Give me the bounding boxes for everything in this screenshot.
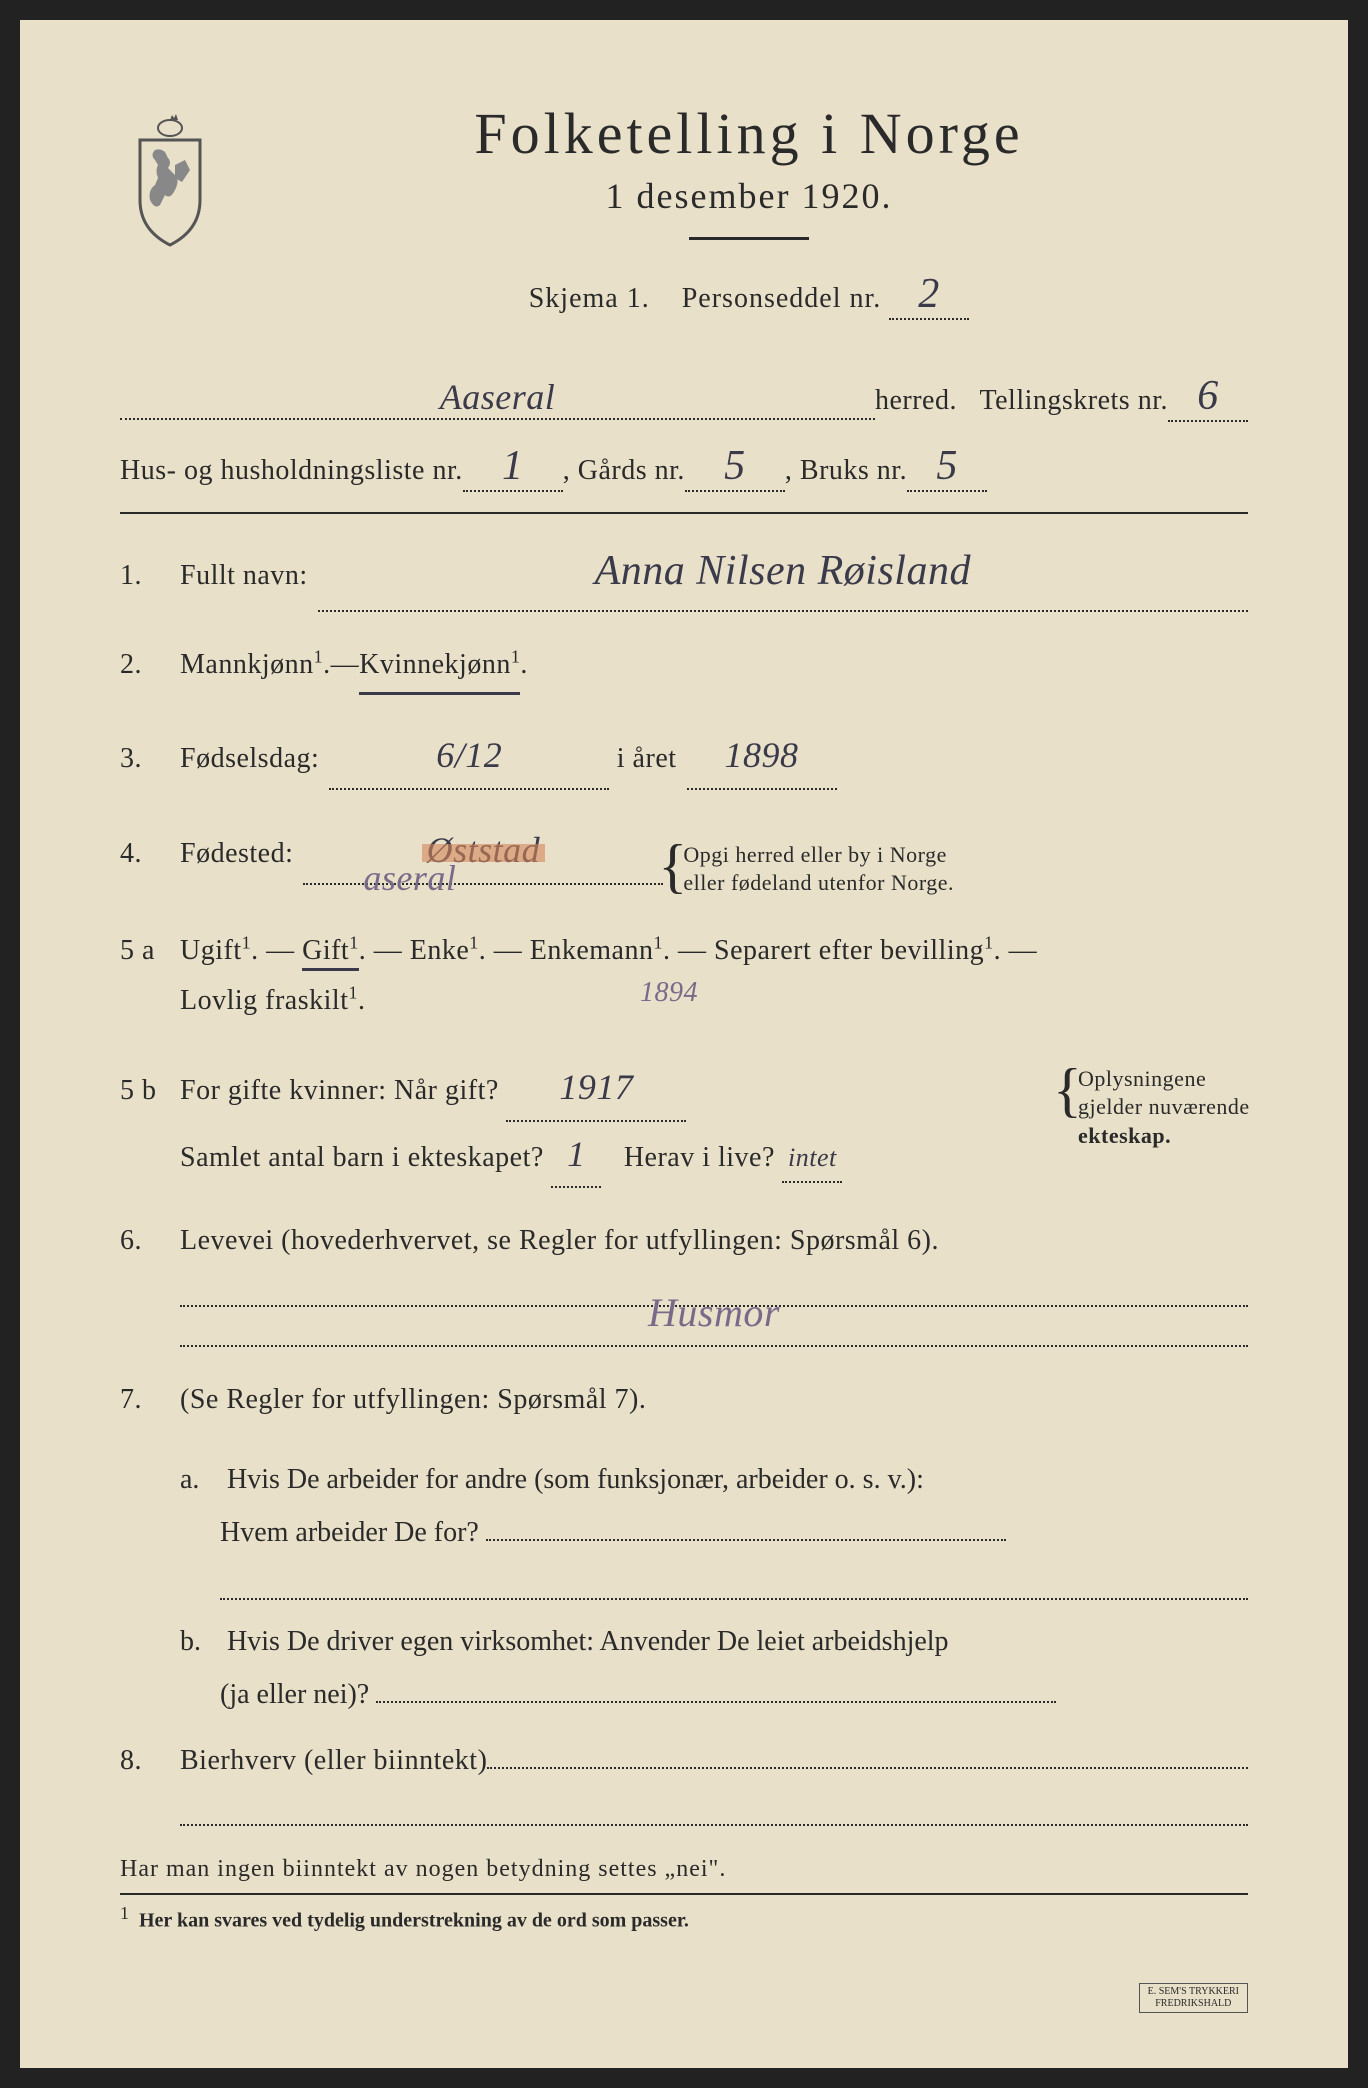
q4-note: Opgi herred eller by i Norge eller fødel… [663, 841, 954, 898]
q8-num: 8. [120, 1736, 180, 1786]
footnote: 1 Her kan svares ved tydelig understrekn… [120, 1893, 1248, 1933]
census-form-page: Folketelling i Norge 1 desember 1920. Sk… [20, 20, 1348, 2068]
q1-label: Fullt navn: [180, 551, 308, 601]
bruks-label: , Bruks nr. [785, 455, 907, 487]
record-number: 2 [918, 270, 940, 318]
q8-label: Bierhverv (eller biinntekt) [180, 1736, 487, 1786]
herred-value: Aaseral [440, 376, 556, 418]
live-label: Herav i live? [624, 1142, 775, 1173]
q5a-body: Ugift1. — Gift1. — Enke1. — Enkemann1. —… [180, 926, 1248, 1027]
question-5a: 5 a Ugift1. — Gift1. — Enke1. — Enkemann… [120, 926, 1248, 1027]
question-5b: 5 b For gifte kvinner: Når gift? 1917 Op… [120, 1055, 1248, 1189]
q1-num: 1. [120, 551, 180, 601]
gards-value: 5 [724, 442, 746, 490]
footer-instruction: Har man ingen biinntekt av nogen betydni… [120, 1856, 1248, 1883]
section-divider [120, 512, 1248, 514]
q6-num: 6. [120, 1216, 180, 1266]
question-4: 4. Fødested: Øststad aseral Opgi herred … [120, 818, 1248, 898]
telling-value: 6 [1197, 372, 1219, 420]
telling-label: Tellingskrets nr. [979, 385, 1168, 417]
q3-year-label: i året [617, 734, 677, 784]
q2-num: 2. [120, 640, 180, 690]
q2-kvinne-selected: Kvinnekjønn1 [359, 640, 520, 695]
hus-label: Hus- og husholdningsliste nr. [120, 455, 463, 487]
title-block: Folketelling i Norge 1 desember 1920. Sk… [250, 100, 1248, 332]
q7-label: (Se Regler for utfyllingen: Spørsmål 7). [180, 1375, 646, 1425]
printer-mark: E. SEM'S TRYKKERI FREDRIKSHALD [1139, 1983, 1248, 2013]
norway-coat-of-arms [120, 110, 220, 250]
q5b-label: For gifte kvinner: Når gift? [180, 1075, 499, 1106]
question-7a: a. Hvis De arbeider for andre (som funks… [180, 1453, 1248, 1599]
birthplace-corrected: aseral [363, 846, 456, 911]
question-8: 8. Bierhverv (eller biinntekt) [120, 1736, 1248, 1826]
question-7b: b. Hvis De driver egen virksomhet: Anven… [180, 1615, 1248, 1721]
pencil-annotation-1894: 1894 [640, 968, 698, 1018]
record-label: Personseddel nr. [682, 283, 882, 314]
q7b-text: Hvis De driver egen virksomhet: Anvender… [227, 1626, 949, 1657]
married-year: 1917 [559, 1055, 633, 1120]
children-alive: intet [788, 1135, 837, 1182]
q7b-label: b. [180, 1615, 220, 1668]
form-info-line: Skjema 1. Personseddel nr. 2 [250, 270, 1248, 320]
q7-num: 7. [120, 1375, 180, 1425]
q7a-text: Hvis De arbeider for andre (som funksjon… [227, 1464, 924, 1495]
q5b-note: Oplysningene gjelder nuværende ekteskap. [1058, 1065, 1258, 1151]
question-1: 1. Fullt navn: Anna Nilsen Røisland [120, 534, 1248, 612]
q4-label: Fødested: [180, 829, 293, 879]
herred-label: herred. [875, 385, 957, 417]
gards-line: Hus- og husholdningsliste nr. 1 , Gårds … [120, 442, 1248, 492]
bruks-value: 5 [936, 442, 958, 490]
gift-selected: Gift1 [302, 935, 359, 971]
q2-dash: — [331, 640, 360, 690]
divider [689, 237, 809, 240]
form-header: Folketelling i Norge 1 desember 1920. Sk… [120, 100, 1248, 332]
q6-body: Levevei (hovederhvervet, se Regler for u… [180, 1216, 1248, 1346]
main-title: Folketelling i Norge [250, 100, 1248, 167]
q7b-question: (ja eller nei)? [220, 1679, 369, 1710]
birth-year: 1898 [725, 723, 799, 788]
date-subtitle: 1 desember 1920. [250, 175, 1248, 217]
q3-label: Fødselsdag: [180, 734, 319, 784]
q4-num: 4. [120, 829, 180, 879]
children-count: 1 [567, 1122, 586, 1187]
q7a-label: a. [180, 1453, 220, 1506]
q5a-num: 5 a [120, 926, 180, 976]
question-6: 6. Levevei (hovederhvervet, se Regler fo… [120, 1216, 1248, 1346]
q3-num: 3. [120, 734, 180, 784]
q7a-question: Hvem arbeider De for? [220, 1517, 479, 1548]
question-3: 3. Fødselsdag: 6/12 i året 1898 [120, 723, 1248, 790]
birth-day: 6/12 [436, 723, 502, 788]
form-label: Skjema 1. [529, 283, 650, 314]
gards-label: , Gårds nr. [563, 455, 685, 487]
full-name-value: Anna Nilsen Røisland [595, 534, 971, 610]
barn-label: Samlet antal barn i ekteskapet? [180, 1142, 544, 1173]
q5b-body: For gifte kvinner: Når gift? 1917 Oplysn… [180, 1055, 1248, 1189]
hus-value: 1 [502, 442, 524, 490]
q5b-num: 5 b [120, 1066, 180, 1116]
q2-mann: Mannkjønn1. [180, 640, 331, 690]
herred-line: Aaseral herred. Tellingskrets nr. 6 [120, 372, 1248, 422]
occupation: Husmor [648, 1290, 780, 1335]
q6-label: Levevei (hovederhvervet, se Regler for u… [180, 1225, 939, 1256]
question-2: 2. Mannkjønn1. — Kvinnekjønn1. [120, 640, 1248, 695]
question-7: 7. (Se Regler for utfyllingen: Spørsmål … [120, 1375, 1248, 1425]
